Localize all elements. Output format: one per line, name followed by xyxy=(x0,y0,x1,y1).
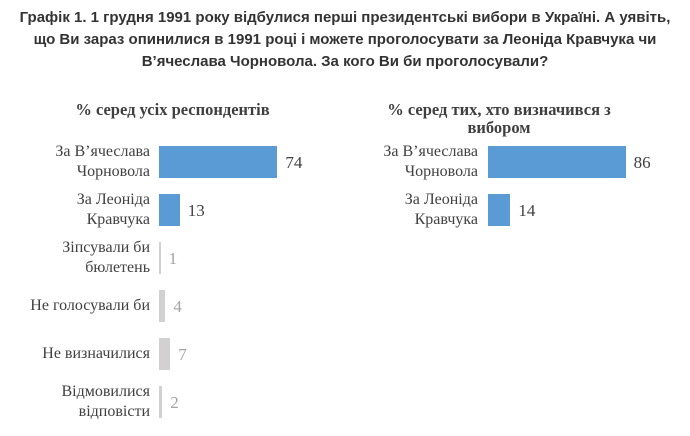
bar-track: 1 xyxy=(159,234,345,282)
chart-row: Не голосували би 4 xyxy=(14,282,345,330)
category-label: Не визначилися xyxy=(42,345,150,362)
category-label: За Леоніда Кравчука xyxy=(404,191,478,228)
bar-track: 4 xyxy=(159,282,345,330)
bar xyxy=(159,242,161,274)
bar-track: 2 xyxy=(159,378,345,426)
chart-row: Відмовилися відповісти 2 xyxy=(14,378,345,426)
bar xyxy=(159,194,180,226)
bar xyxy=(488,146,626,178)
value-label: 74 xyxy=(285,152,303,172)
bar xyxy=(159,386,163,418)
bar xyxy=(159,146,278,178)
chart-row: За Леоніда Кравчука 14 xyxy=(354,186,690,234)
category-label: Відмовилися відповісти xyxy=(61,383,150,420)
chart-row: Зіпсували би бюлетень 1 xyxy=(14,234,345,282)
chart-all-respondents: % серед усіх респондентів За В’ячеслава … xyxy=(0,98,345,426)
category-label: За В’ячеслава Чорновола xyxy=(383,143,478,180)
chart-row: За В’ячеслава Чорновола 86 xyxy=(354,138,690,186)
figure-title-line-2: що Ви зараз опинилися в 1991 році і може… xyxy=(33,31,657,48)
figure-title-line-1: Графік 1. 1 грудня 1991 року відбулися п… xyxy=(19,9,671,26)
category-label: За В’ячеслава Чорновола xyxy=(55,143,150,180)
chart-decided-respondents: % серед тих, хто визначився з вибором За… xyxy=(345,98,690,426)
bar-track: 14 xyxy=(488,186,690,234)
bar-rows: За В’ячеслава Чорновола 74 За Леоніда Крав… xyxy=(14,138,345,426)
figure-title-line-3: В’ячеслава Чорновола. За кого Ви би прог… xyxy=(141,53,549,70)
value-label: 1 xyxy=(168,248,178,268)
chart-row: Не визначилися 7 xyxy=(14,330,345,378)
category-label: Не голосували би xyxy=(30,297,150,314)
figure-question-title: Графік 1. 1 грудня 1991 року відбулися п… xyxy=(0,0,690,73)
value-label: 13 xyxy=(187,200,205,220)
bar-track: 86 xyxy=(488,138,690,186)
bar xyxy=(159,338,171,370)
value-label: 2 xyxy=(170,392,179,412)
chart-row: За Леоніда Кравчука 13 xyxy=(14,186,345,234)
value-label: 86 xyxy=(633,152,651,172)
bar xyxy=(488,194,511,226)
bar-track: 13 xyxy=(159,186,345,234)
category-label: За Леоніда Кравчука xyxy=(76,191,150,228)
charts-container: % серед усіх респондентів За В’ячеслава … xyxy=(0,98,690,426)
bar xyxy=(159,290,166,322)
value-label: 14 xyxy=(518,200,536,220)
chart-row: За В’ячеслава Чорновола 74 xyxy=(14,138,345,186)
category-label: Зіпсували би бюлетень xyxy=(62,239,150,276)
bar-track: 74 xyxy=(159,138,345,186)
value-label: 7 xyxy=(178,344,187,364)
bar-track: 7 xyxy=(159,330,345,378)
chart-title: % серед усіх респондентів xyxy=(75,100,270,119)
chart-title: % серед тих, хто визначився з вибором xyxy=(387,100,611,137)
bar-rows: За В’ячеслава Чорновола 86 За Леоніда Крав… xyxy=(354,138,690,234)
value-label: 4 xyxy=(173,296,182,316)
